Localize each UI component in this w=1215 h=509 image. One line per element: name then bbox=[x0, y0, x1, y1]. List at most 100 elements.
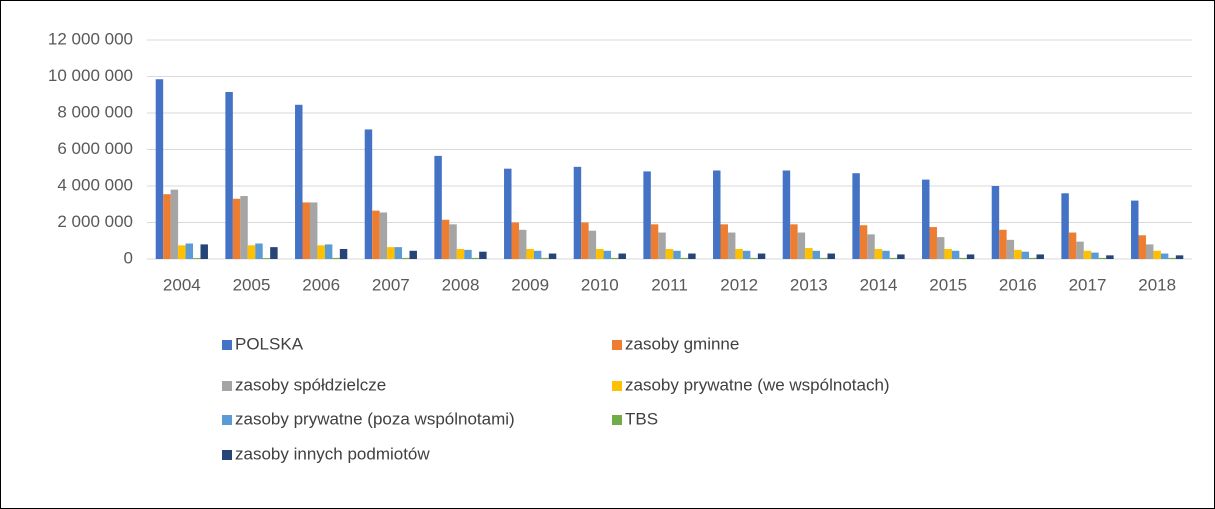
legend-swatch bbox=[612, 415, 622, 425]
bar bbox=[1006, 239, 1015, 259]
bar bbox=[548, 253, 557, 259]
bar bbox=[1106, 255, 1114, 259]
legend-swatch bbox=[612, 340, 622, 350]
bar bbox=[951, 250, 960, 259]
bar bbox=[456, 248, 465, 259]
x-tick-label: 2007 bbox=[372, 275, 410, 294]
x-tick-label: 2016 bbox=[999, 275, 1037, 294]
bar bbox=[658, 232, 666, 259]
bar bbox=[1131, 200, 1139, 259]
legend-swatch bbox=[222, 450, 232, 460]
bar bbox=[526, 248, 534, 259]
x-tick-label: 2011 bbox=[651, 275, 688, 294]
y-tick-label: 10 000 000 bbox=[48, 66, 133, 85]
bar bbox=[1021, 251, 1030, 259]
legend-label: zasoby innych podmiotów bbox=[235, 444, 430, 463]
bar bbox=[867, 234, 875, 259]
y-tick-label: 2 000 000 bbox=[57, 212, 133, 231]
bar bbox=[225, 92, 233, 259]
legend-swatch bbox=[612, 381, 622, 391]
bar bbox=[742, 250, 751, 259]
bar bbox=[936, 237, 945, 259]
x-tick-label: 2012 bbox=[720, 275, 758, 294]
legend-swatch bbox=[222, 381, 232, 391]
bar bbox=[874, 248, 883, 259]
legend-label: zasoby prywatne (we wspólnotach) bbox=[625, 375, 890, 394]
bar bbox=[720, 224, 728, 259]
bar bbox=[1145, 244, 1154, 259]
bar bbox=[643, 171, 651, 259]
bar bbox=[518, 229, 527, 259]
bar bbox=[812, 250, 821, 259]
x-tick-label: 2013 bbox=[790, 275, 828, 294]
bar bbox=[402, 257, 410, 259]
bar bbox=[750, 257, 758, 259]
bar bbox=[332, 257, 340, 259]
bar bbox=[295, 104, 303, 259]
bar bbox=[603, 250, 612, 259]
bar bbox=[464, 249, 472, 259]
bar bbox=[596, 248, 604, 259]
bar bbox=[394, 247, 403, 259]
bar bbox=[409, 250, 417, 259]
bar bbox=[434, 155, 442, 259]
bar bbox=[1160, 253, 1169, 259]
bar bbox=[1029, 257, 1037, 259]
bar bbox=[757, 253, 766, 259]
bar bbox=[1068, 232, 1077, 259]
x-tick-label: 2017 bbox=[1069, 275, 1107, 294]
bar bbox=[889, 257, 898, 259]
bar bbox=[713, 170, 721, 259]
bar bbox=[735, 248, 743, 259]
bar bbox=[897, 254, 905, 259]
bar bbox=[1153, 250, 1161, 259]
x-tick-label: 2004 bbox=[163, 275, 201, 294]
bar bbox=[372, 210, 380, 259]
legend-label: POLSKA bbox=[235, 334, 304, 353]
x-tick-label: 2015 bbox=[929, 275, 967, 294]
bar bbox=[782, 170, 791, 259]
bar bbox=[959, 257, 967, 259]
bar bbox=[1175, 255, 1184, 259]
bar bbox=[317, 245, 325, 259]
bar bbox=[929, 227, 937, 259]
bar bbox=[859, 225, 868, 259]
bar bbox=[611, 257, 619, 259]
bar bbox=[1138, 235, 1146, 259]
bar bbox=[805, 248, 813, 259]
bar bbox=[680, 257, 689, 259]
bar bbox=[504, 168, 512, 259]
bar bbox=[387, 247, 395, 259]
bar bbox=[618, 253, 626, 259]
bar bbox=[797, 232, 806, 259]
bar bbox=[882, 250, 890, 259]
bar bbox=[200, 244, 208, 259]
bar bbox=[1036, 254, 1044, 259]
bar bbox=[688, 253, 696, 259]
bar bbox=[185, 243, 194, 259]
bar bbox=[193, 258, 201, 259]
legend-swatch bbox=[222, 340, 232, 350]
bar bbox=[533, 250, 542, 259]
bar bbox=[1076, 241, 1084, 259]
bar bbox=[240, 196, 248, 259]
bar bbox=[665, 248, 674, 259]
bar bbox=[441, 219, 450, 259]
bar bbox=[232, 198, 241, 259]
bar bbox=[364, 129, 373, 259]
bar bbox=[1014, 249, 1022, 259]
bar bbox=[827, 253, 835, 259]
bar bbox=[1091, 252, 1099, 259]
x-tick-label: 2009 bbox=[511, 275, 549, 294]
bar bbox=[178, 245, 186, 259]
bar bbox=[991, 186, 1000, 259]
legend-label: zasoby prywatne (poza wspólnotami) bbox=[235, 409, 515, 428]
bar bbox=[650, 224, 659, 259]
bar bbox=[1098, 257, 1107, 259]
legend-label: TBS bbox=[625, 409, 658, 428]
x-tick-label: 2005 bbox=[233, 275, 271, 294]
bar bbox=[573, 166, 582, 259]
bar bbox=[163, 194, 171, 259]
bar bbox=[262, 258, 271, 259]
